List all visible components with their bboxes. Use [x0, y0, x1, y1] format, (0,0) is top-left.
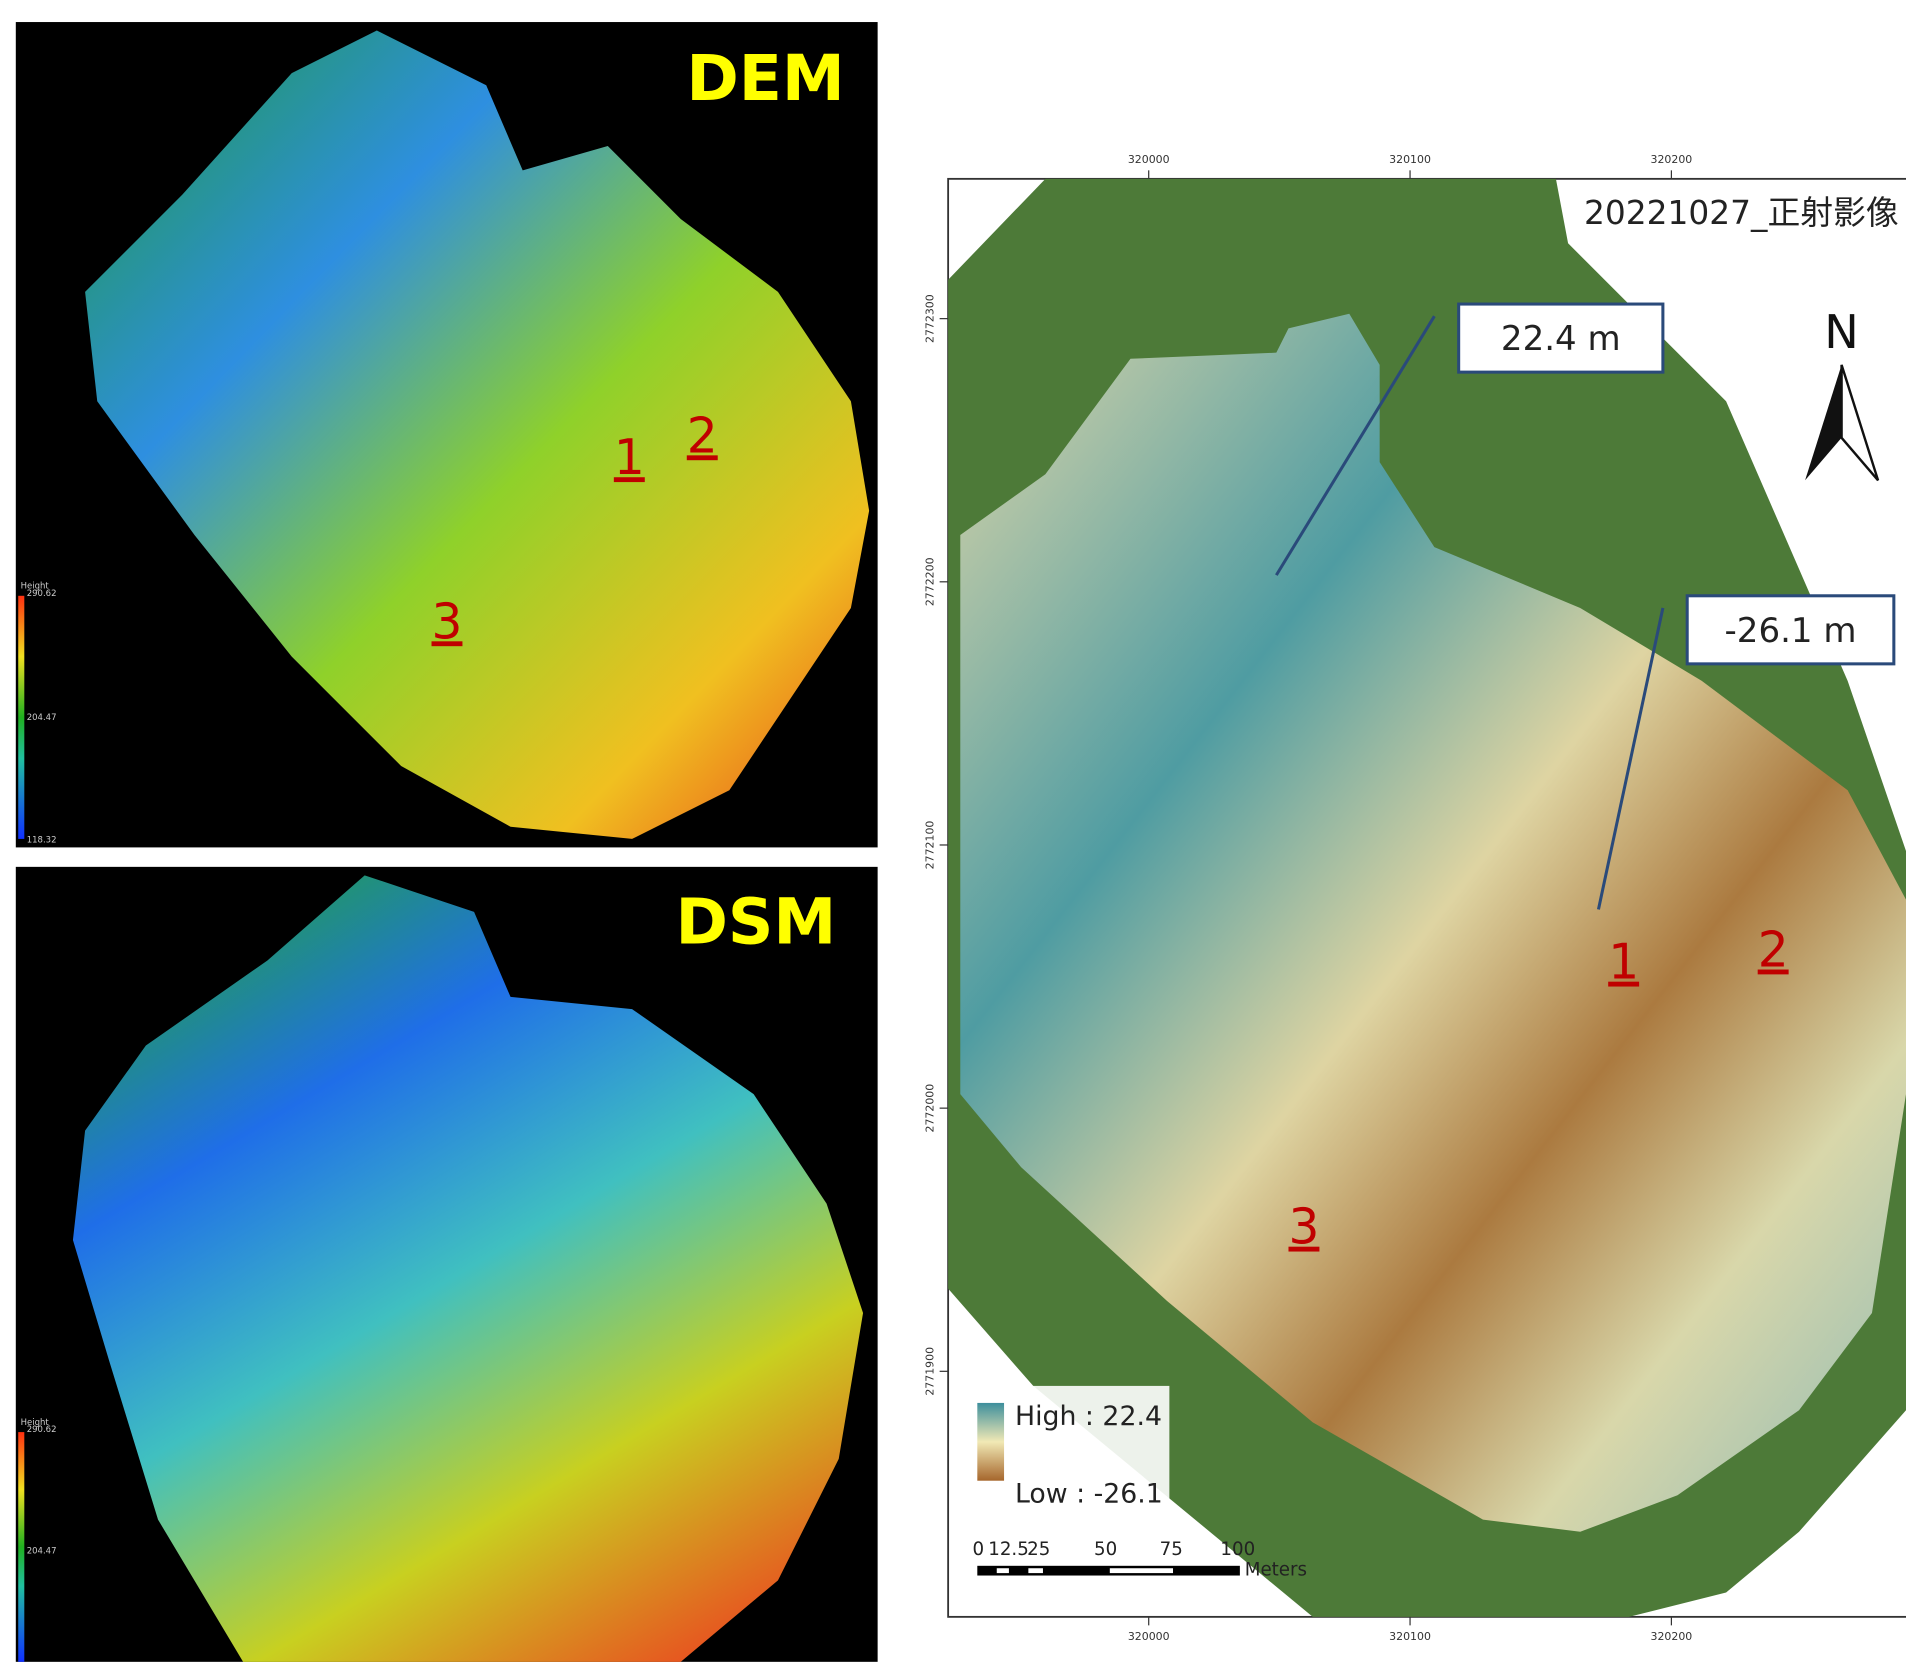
callout-leader [1275, 315, 1436, 576]
legend-value: 290.62 [27, 1425, 57, 1435]
site-label: 1 [614, 430, 645, 486]
scale-label: 100 [1220, 1539, 1255, 1560]
x-tick-label: 320100 [1389, 153, 1431, 166]
map-panel: 20221027_正射影像 N 22.4 m -26.1 m 1 2 3 Hig… [924, 153, 1906, 1643]
legend-title: Height [21, 581, 50, 591]
callout-box [1685, 594, 1896, 666]
dsm-label: DSM [675, 884, 836, 958]
legend-title: Height [21, 1418, 50, 1428]
dsm-surface [72, 875, 864, 1662]
x-tick-label: 320000 [1128, 1630, 1170, 1643]
y-tick-label: 2772100 [924, 821, 937, 870]
y-tick-label: 2771900 [924, 1347, 937, 1396]
callout-label: 22.4 m [1501, 319, 1621, 359]
legend-value: 118.32 [27, 836, 57, 846]
site-label: 2 [1758, 923, 1789, 979]
legend-high: High : 22.4 [1015, 1401, 1162, 1432]
coordinate-ticks: 320000 320000 320100 320100 320200 320200 2772… [924, 153, 1693, 1643]
x-tick-label: 320200 [1651, 153, 1693, 166]
scale-label: 50 [1094, 1539, 1117, 1560]
legend-low: Low : -26.1 [1015, 1479, 1163, 1510]
dem-surface [85, 30, 870, 839]
x-tick-label: 320100 [1389, 1630, 1431, 1643]
callout-label: -26.1 m [1725, 611, 1857, 651]
difference-legend-bar [977, 1402, 1005, 1481]
height-legend-bar [18, 1432, 25, 1662]
site-label: 3 [432, 594, 463, 650]
scale-label: 25 [1027, 1539, 1050, 1560]
scale-label: 75 [1160, 1539, 1183, 1560]
scale-bar [1109, 1568, 1174, 1574]
dem-label: DEM [686, 41, 845, 115]
dsm-panel: DSM Height 290.62 204.47 [15, 866, 878, 1662]
y-tick-label: 2772000 [924, 1084, 937, 1133]
scale-bar [1028, 1568, 1043, 1574]
y-tick-label: 2772300 [924, 294, 937, 343]
north-label: N [1824, 305, 1859, 359]
scale-label: 12.5 [988, 1539, 1029, 1560]
height-legend-bar [18, 595, 25, 839]
legend-value: 290.62 [27, 589, 57, 599]
scale-bar [977, 1565, 1240, 1576]
legend-value: 204.47 [27, 1547, 57, 1557]
x-tick-label: 320200 [1651, 1630, 1693, 1643]
dem-panel: DEM 1 2 3 Height 290.62 204.47 118.32 [15, 22, 878, 848]
x-tick-label: 320000 [1128, 153, 1170, 166]
y-tick-label: 2772200 [924, 557, 937, 606]
callout-leader [1596, 607, 1665, 910]
scale-unit: Meters [1245, 1560, 1307, 1581]
map-title: 20221027_正射影像 [1584, 194, 1899, 232]
scale-bar [996, 1568, 1009, 1574]
north-arrow [1805, 364, 1842, 481]
callout-box [1457, 302, 1665, 374]
site-label: 2 [687, 408, 718, 464]
site-label: 1 [1608, 935, 1639, 991]
scale-label: 0 [972, 1539, 984, 1560]
legend-value: 204.47 [27, 713, 57, 723]
north-arrow [1840, 364, 1880, 482]
site-label: 3 [1288, 1200, 1319, 1256]
difference-surface [960, 313, 1906, 1532]
